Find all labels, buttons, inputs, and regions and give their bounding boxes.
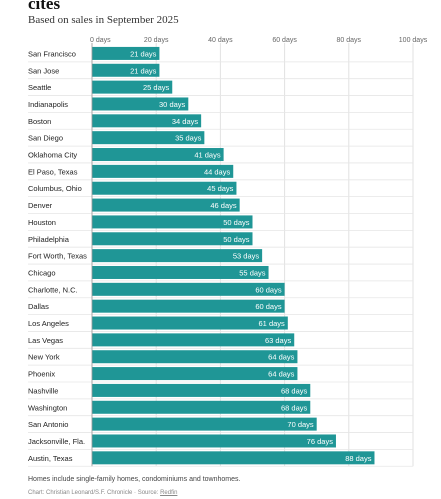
data-label: 63 days — [265, 336, 292, 345]
data-label: 50 days — [223, 235, 250, 244]
bar — [92, 164, 234, 178]
category-label: San Francisco — [28, 49, 76, 58]
bar — [92, 198, 240, 212]
category-label: Oklahoma City — [28, 151, 77, 160]
data-label: 88 days — [345, 454, 372, 463]
category-label: Los Angeles — [28, 319, 69, 328]
data-label: 68 days — [281, 403, 308, 412]
bar — [92, 400, 311, 414]
category-label: San Antonio — [28, 420, 68, 429]
category-label: Fort Worth, Texas — [28, 252, 87, 261]
credit-line: Chart: Christian Leonard/S.F. Chronicle … — [28, 490, 177, 496]
data-label: 25 days — [143, 83, 170, 92]
bar — [92, 232, 253, 246]
bar — [92, 215, 253, 229]
category-label: Columbus, Ohio — [28, 184, 82, 193]
bar — [92, 46, 160, 60]
bar — [92, 367, 298, 381]
bar — [92, 114, 202, 128]
data-label: 64 days — [268, 370, 295, 379]
footnote: Homes include single-family homes, condo… — [28, 476, 241, 483]
bar — [92, 299, 285, 313]
category-label: Indianapolis — [28, 100, 68, 109]
category-label: Phoenix — [28, 370, 55, 379]
bar — [92, 131, 205, 145]
bar — [92, 148, 224, 162]
chart-subtitle: Based on sales in September 2025 — [28, 14, 179, 26]
bar — [92, 350, 298, 364]
bar — [92, 181, 237, 195]
data-label: 60 days — [255, 302, 282, 311]
category-label: Seattle — [28, 83, 51, 92]
x-tick-label: 40 days — [208, 37, 233, 44]
data-label: 44 days — [204, 167, 231, 176]
data-label: 30 days — [159, 100, 186, 109]
data-label: 64 days — [268, 353, 295, 362]
bar — [92, 383, 311, 397]
bar — [92, 316, 288, 330]
category-label: Charlotte, N.C. — [28, 285, 78, 294]
bar-chart: 0 days 20 days 40 days 60 days 80 days 100 da… — [28, 37, 428, 467]
data-label: 35 days — [175, 134, 202, 143]
data-label: 60 days — [255, 285, 282, 294]
bar — [92, 97, 189, 111]
data-label: 21 days — [130, 49, 157, 58]
x-tick-label: 80 days — [337, 37, 362, 44]
x-tick-label: 60 days — [272, 37, 297, 44]
data-label: 46 days — [210, 201, 237, 210]
category-label: Philadelphia — [28, 235, 70, 244]
category-label: San Jose — [28, 66, 59, 75]
category-label: Washington — [28, 403, 67, 412]
data-label: 68 days — [281, 386, 308, 395]
category-label: Chicago — [28, 268, 56, 277]
bar — [92, 265, 269, 279]
category-label: San Diego — [28, 134, 63, 143]
data-label: 21 days — [130, 66, 157, 75]
data-label: 70 days — [287, 420, 314, 429]
bar — [92, 282, 285, 296]
bar — [92, 80, 173, 94]
category-label: Boston — [28, 117, 51, 126]
data-label: 61 days — [259, 319, 286, 328]
category-label: Las Vegas — [28, 336, 63, 345]
data-label: 55 days — [239, 268, 266, 277]
category-label: New York — [28, 353, 60, 362]
bar — [92, 249, 263, 263]
bar — [92, 63, 160, 77]
source-link[interactable]: Redfin — [160, 490, 178, 496]
bar — [92, 333, 295, 347]
data-label: 34 days — [172, 117, 199, 126]
category-label: Denver — [28, 201, 53, 210]
bar — [92, 451, 375, 465]
data-label: 53 days — [233, 252, 260, 261]
category-label: Houston — [28, 218, 56, 227]
category-label: Jacksonville, Fla. — [28, 437, 85, 446]
bar — [92, 417, 317, 431]
data-label: 45 days — [207, 184, 234, 193]
category-label: Dallas — [28, 302, 49, 311]
x-tick-label: 100 days — [399, 37, 428, 44]
bar — [92, 434, 336, 448]
data-label: 50 days — [223, 218, 250, 227]
chart-title: cites — [28, 0, 61, 13]
x-tick-label: 0 days — [90, 37, 111, 44]
category-label: Nashville — [28, 386, 58, 395]
data-label: 41 days — [194, 151, 221, 160]
credit-text: Chart: Christian Leonard/S.F. Chronicle … — [28, 490, 161, 496]
category-label: Austin, Texas — [28, 454, 73, 463]
x-tick-label: 20 days — [144, 37, 169, 44]
data-label: 76 days — [307, 437, 334, 446]
category-label: El Paso, Texas — [28, 167, 78, 176]
